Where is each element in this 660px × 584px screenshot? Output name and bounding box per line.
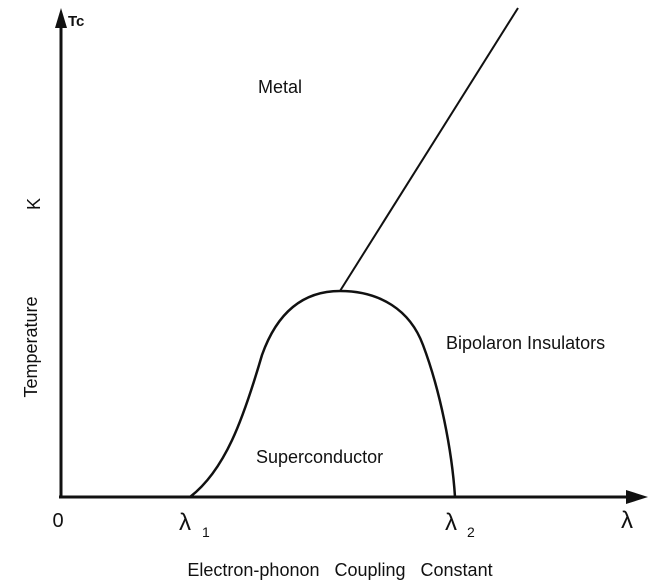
x-axis-arrowhead — [626, 490, 648, 504]
y-axis-unit: K — [24, 198, 44, 210]
y-axis-arrowhead — [55, 8, 67, 28]
region-bipolaron-label: Bipolaron Insulators — [446, 333, 605, 353]
lambda1-subscript: 1 — [202, 524, 210, 540]
origin-label: 0 — [52, 510, 63, 532]
lambda2-subscript: 2 — [467, 524, 475, 540]
metal-bipolaron-boundary — [339, 7, 519, 292]
lambda1-symbol: λ — [179, 509, 191, 536]
y-axis-top-label: Tc — [68, 13, 84, 30]
region-superconductor-label: Superconductor — [256, 447, 383, 467]
x-axis-title: Electron-phonon Coupling Constant — [187, 560, 492, 580]
lambda2-symbol: λ — [445, 509, 457, 536]
y-axis-title: Temperature — [21, 296, 41, 397]
lambda2-marker: λ 2 — [445, 509, 475, 540]
region-metal-label: Metal — [258, 77, 302, 97]
lambda1-marker: λ 1 — [179, 509, 210, 540]
x-axis-end-label: λ — [621, 507, 633, 534]
